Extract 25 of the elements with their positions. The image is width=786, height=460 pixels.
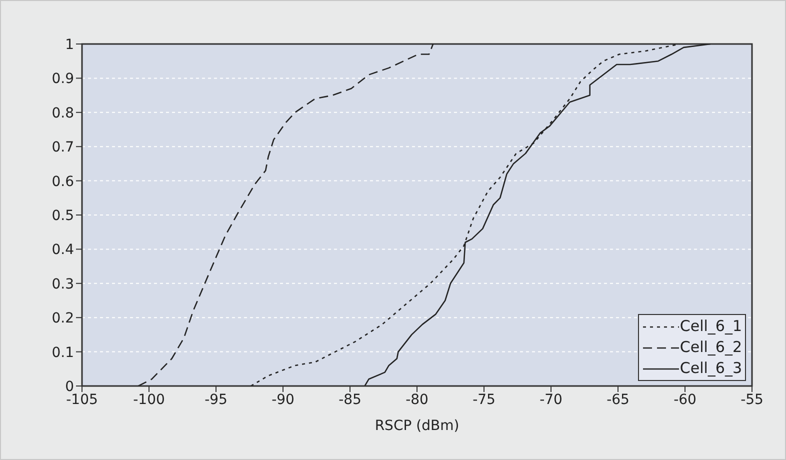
y-tick-label: 1: [65, 36, 74, 53]
y-tick-label: 0.8: [52, 105, 74, 122]
y-tick-label: 0.6: [52, 174, 74, 190]
x-tick-label: -55: [740, 392, 764, 408]
y-tick-label: 0.1: [52, 344, 74, 361]
x-tick-label: -90: [272, 392, 294, 408]
line-series: [138, 44, 434, 386]
x-tick-label: -60: [674, 392, 696, 408]
x-axis-title: RSCP (dBm): [374, 418, 460, 434]
legend-label: Cell_6_3: [680, 358, 742, 379]
x-tick-label: -95: [204, 392, 228, 408]
y-tick-label: 0.4: [52, 242, 74, 258]
x-tick-label: -85: [338, 392, 362, 408]
y-tick-label: 0.5: [52, 208, 74, 224]
legend-label: Cell_6_1: [680, 316, 742, 337]
y-tick-label: 0.3: [52, 276, 74, 292]
y-tick-label: 0.2: [52, 310, 74, 327]
y-tick-label: 0.9: [52, 71, 74, 88]
legend-label: Cell_6_2: [680, 337, 742, 358]
x-tick-label: -75: [472, 392, 496, 408]
x-tick-label: -65: [606, 392, 630, 408]
x-tick-label: -100: [133, 392, 165, 408]
x-tick-label: -70: [540, 392, 562, 408]
x-tick-label: -80: [406, 392, 428, 408]
y-tick-label: 0.7: [52, 140, 74, 156]
